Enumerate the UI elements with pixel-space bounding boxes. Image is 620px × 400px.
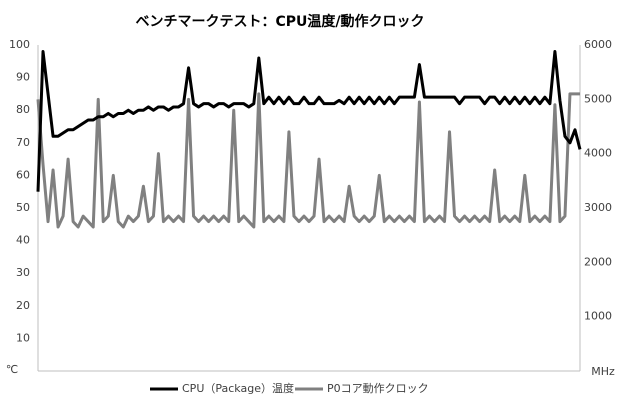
- y2-tick-label: 3000: [584, 201, 612, 214]
- y-tick-label: 30: [16, 266, 30, 279]
- y-tick-label: 50: [16, 201, 30, 214]
- y-tick-label: 70: [16, 136, 30, 149]
- y2-tick-label: 4000: [584, 147, 612, 160]
- y2-tick-label: 2000: [584, 255, 612, 268]
- legend-label: CPU（Package）温度: [182, 381, 294, 395]
- y-axis-unit: ℃: [6, 363, 18, 376]
- y-tick-label: 100: [9, 38, 30, 51]
- series-line: [36, 50, 582, 192]
- y-tick-label: 60: [16, 168, 30, 181]
- y-tick-label: 80: [16, 103, 30, 116]
- y-tick-label: 10: [16, 331, 30, 344]
- chart-title: ベンチマークテスト：CPU温度/動作クロック: [135, 13, 424, 30]
- y2-tick-label: 1000: [584, 310, 612, 323]
- legend-label: P0コア動作クロック: [327, 381, 429, 395]
- y2-tick-label: 6000: [584, 38, 612, 51]
- y2-tick-label: 5000: [584, 92, 612, 105]
- y-tick-label: 90: [16, 71, 30, 84]
- series-line: [36, 92, 580, 229]
- y-tick-label: 20: [16, 299, 30, 312]
- y2-axis-unit: MHz: [591, 365, 615, 378]
- y-tick-label: 40: [16, 234, 30, 247]
